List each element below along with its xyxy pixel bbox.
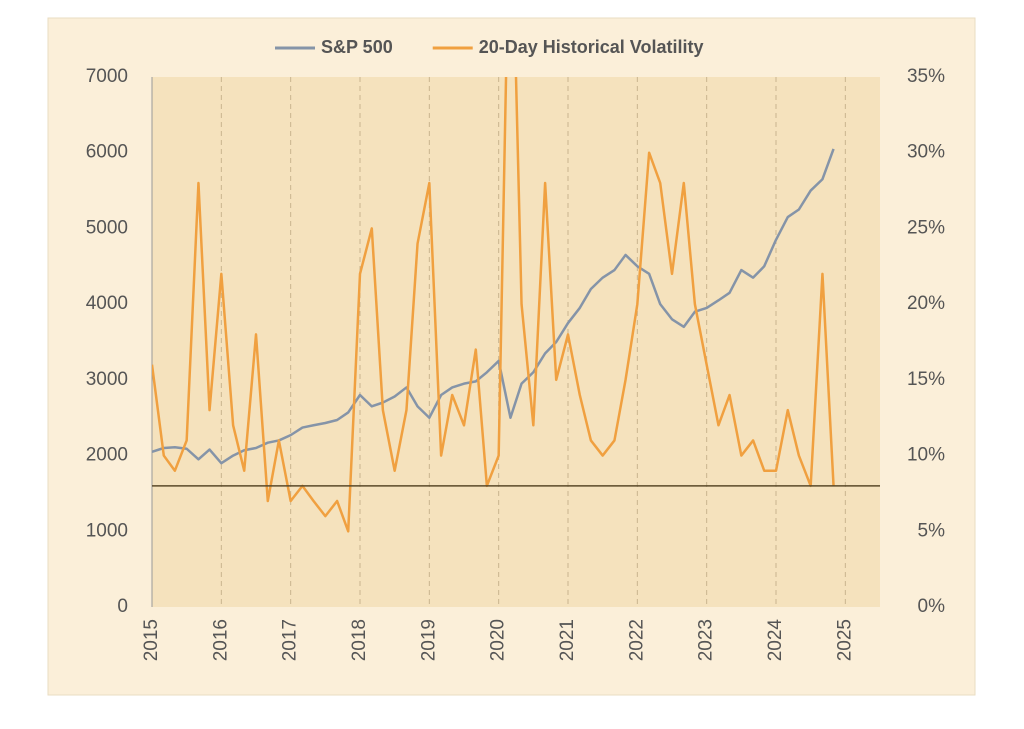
y2-tick-label: 0% <box>918 596 946 617</box>
x-tick-label: 2025 <box>834 619 855 661</box>
y-tick-label: 6000 <box>86 142 128 163</box>
legend-label: 20-Day Historical Volatility <box>479 37 704 57</box>
y-tick-label: 1000 <box>86 520 128 541</box>
x-tick-label: 2019 <box>418 619 439 661</box>
y2-tick-label: 35% <box>907 66 945 87</box>
x-tick-label: 2017 <box>280 619 301 661</box>
x-tick-label: 2022 <box>626 619 647 661</box>
plot-area <box>152 77 880 607</box>
x-tick-label: 2023 <box>696 619 717 661</box>
x-tick-label: 2021 <box>557 619 578 661</box>
y-tick-label: 5000 <box>86 217 128 238</box>
series-group <box>152 77 835 533</box>
series-line <box>152 77 835 533</box>
series-line <box>152 148 835 465</box>
y-tick-label: 7000 <box>86 66 128 87</box>
y2-tick-label: 5% <box>918 520 946 541</box>
y-tick-label: 0 <box>117 596 128 617</box>
y-tick-label: 3000 <box>86 369 128 390</box>
legend-label: S&P 500 <box>321 37 393 57</box>
y2-tick-label: 15% <box>907 369 945 390</box>
x-tick-label: 2015 <box>141 619 162 661</box>
x-tick-label: 2024 <box>765 619 786 662</box>
y2-tick-label: 20% <box>907 293 945 314</box>
y-tick-label: 2000 <box>86 445 128 466</box>
y2-tick-label: 25% <box>907 217 945 238</box>
x-tick-label: 2020 <box>488 619 509 661</box>
y2-tick-label: 10% <box>907 445 945 466</box>
x-tick-label: 2016 <box>210 619 231 661</box>
y2-tick-label: 30% <box>907 142 945 163</box>
y-tick-label: 4000 <box>86 293 128 314</box>
x-tick-label: 2018 <box>349 619 370 661</box>
